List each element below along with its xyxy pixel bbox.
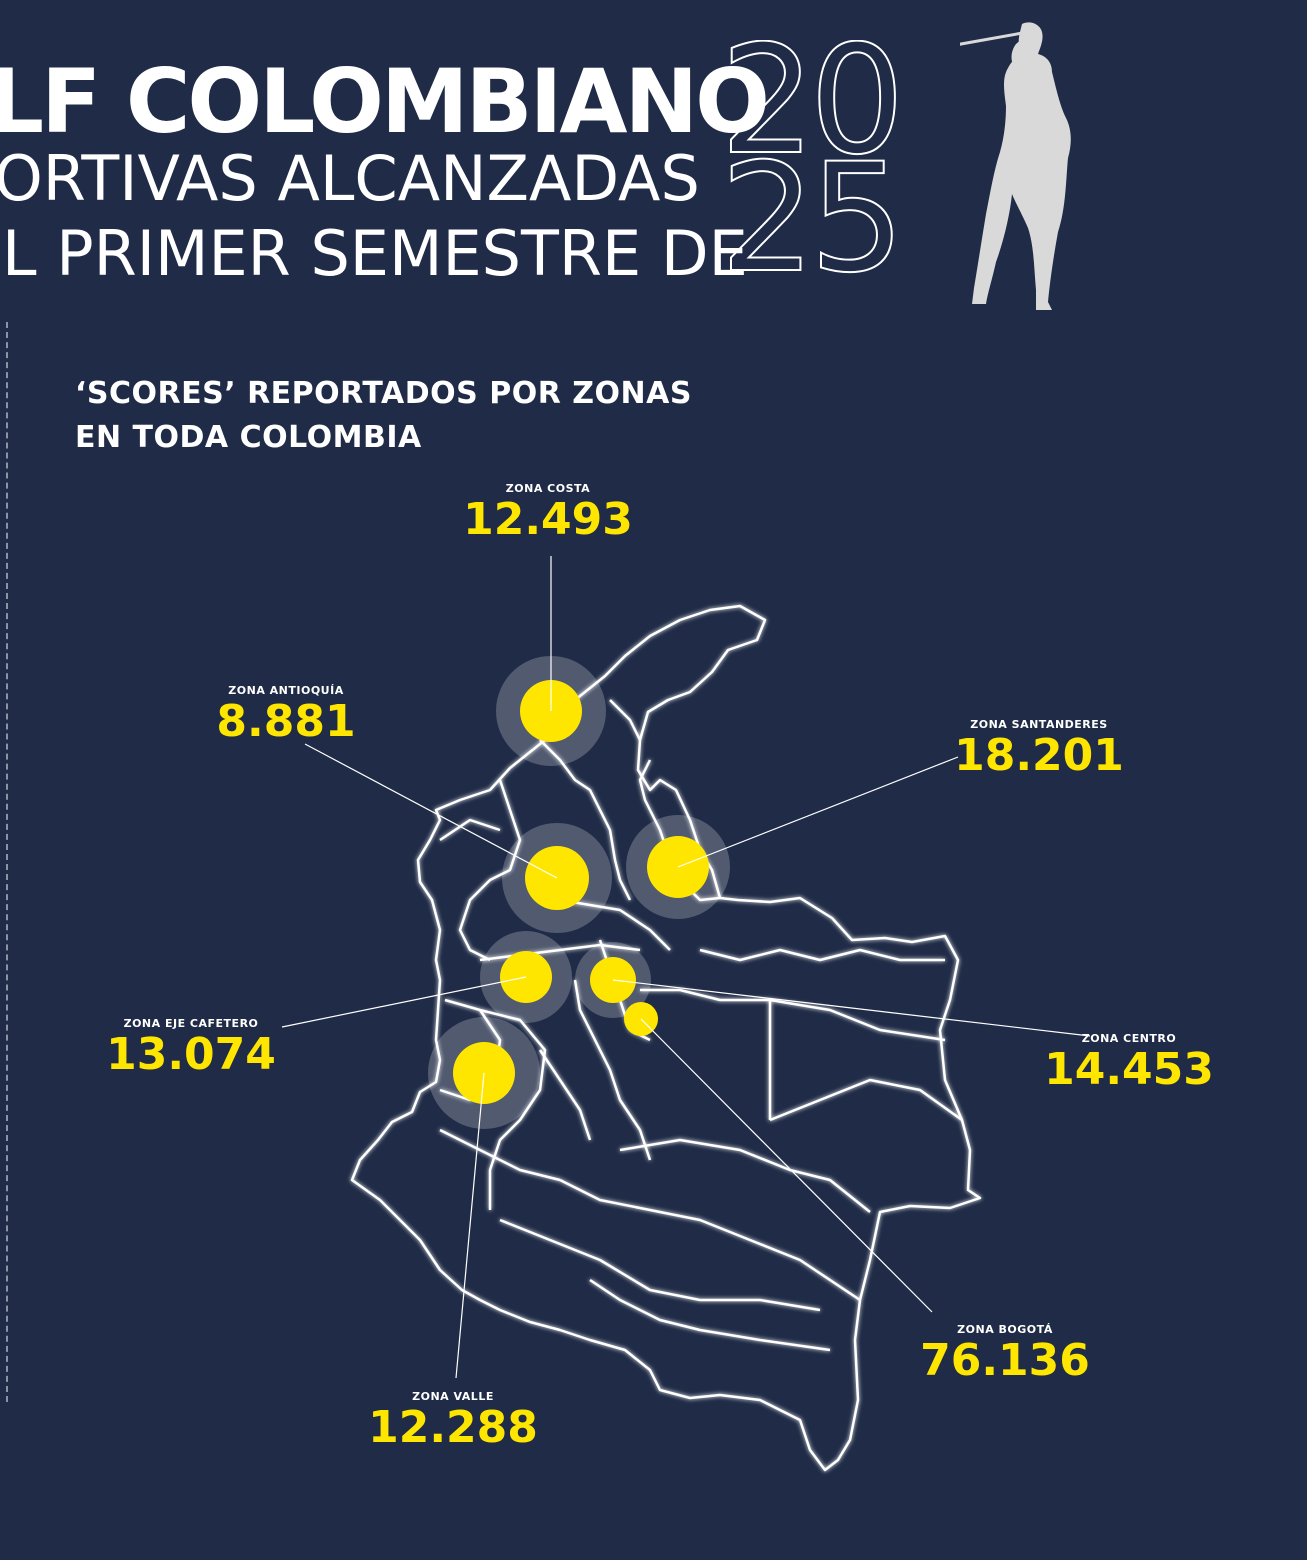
- year-graphic: 20 25: [720, 40, 906, 280]
- subtitle-line-1: ORTIVAS ALCANZADAS: [0, 142, 700, 215]
- leader-santanderes: [677, 756, 959, 868]
- leader-antioquia: [304, 743, 558, 879]
- section-title: ‘SCORES’ REPORTADOS POR ZONAS EN TODA CO…: [75, 372, 692, 460]
- zone-bogota-label: ZONA BOGOTÁ: [957, 1323, 1053, 1336]
- zone-costa-label: ZONA COSTA: [505, 482, 591, 495]
- zone-santanderes-value: 18.201: [954, 730, 1124, 781]
- zone-eje-label: ZONA EJE CAFETERO: [123, 1017, 259, 1030]
- subtitle-line-2: L PRIMER SEMESTRE DE: [2, 217, 748, 290]
- zone-centro-value: 14.453: [1044, 1044, 1214, 1095]
- leader-lines: [281, 556, 1091, 1379]
- zone-circles: [428, 656, 730, 1129]
- year-bottom: 25: [720, 132, 899, 280]
- zone-centro-label: ZONA CENTRO: [1081, 1032, 1177, 1045]
- zone-santanderes-label: ZONA SANTANDERES: [970, 718, 1108, 731]
- zone-bogota-value: 76.136: [920, 1335, 1090, 1386]
- page-title: LF COLOMBIANO: [0, 50, 770, 153]
- zone-eje-value: 13.074: [106, 1029, 276, 1080]
- zone-costa-value: 12.493: [463, 494, 633, 545]
- leader-bogota: [640, 1018, 933, 1313]
- section-title-line-1: ‘SCORES’ REPORTADOS POR ZONAS: [75, 376, 692, 411]
- map-outline: [350, 604, 982, 1472]
- zone-antioquia-value: 8.881: [216, 696, 356, 747]
- leader-valle: [455, 1072, 485, 1379]
- zone-antioquia-label: ZONA ANTIOQUÍA: [228, 684, 344, 697]
- leader-centro: [612, 979, 1091, 1037]
- zone-valle-value: 12.288: [368, 1402, 538, 1453]
- dashed-divider: [6, 322, 8, 1402]
- leader-eje: [281, 976, 527, 1028]
- section-title-line-2: EN TODA COLOMBIA: [75, 420, 422, 455]
- year-top: 20: [720, 40, 899, 188]
- golfer-silhouette-icon: [960, 22, 1071, 310]
- zone-valle-label: ZONA VALLE: [412, 1390, 494, 1403]
